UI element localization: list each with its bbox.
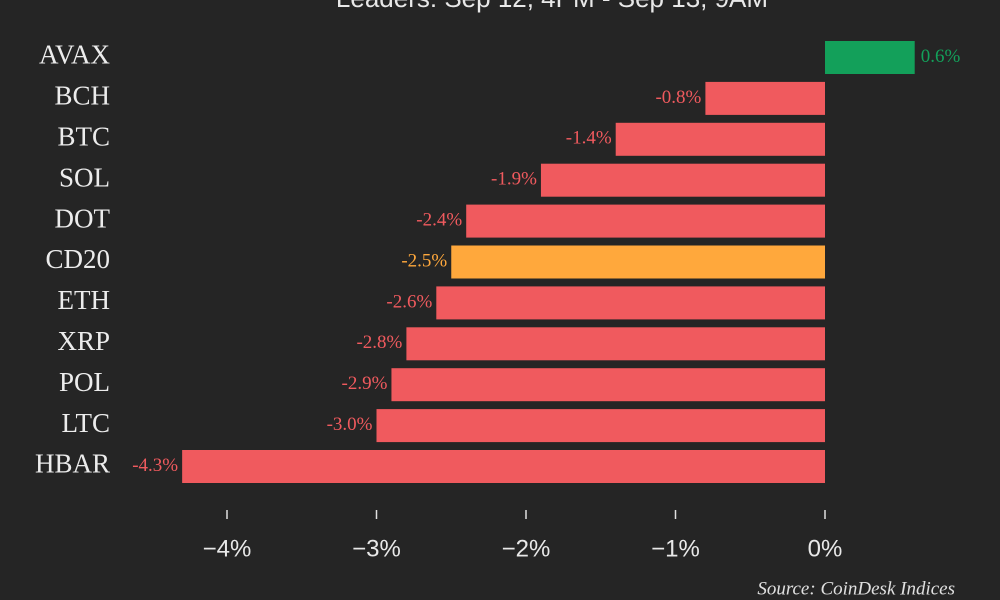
bar bbox=[451, 245, 825, 279]
bar bbox=[436, 286, 825, 320]
chart-title: Leaders: Sep 12, 4PM - Sep 13, 9AM bbox=[336, 0, 768, 13]
data-label: -2.4% bbox=[416, 209, 462, 230]
source-note: Source: CoinDesk Indices bbox=[757, 578, 955, 599]
data-label: -0.8% bbox=[655, 87, 701, 108]
data-label: -2.9% bbox=[342, 373, 388, 394]
x-tick-label: −1% bbox=[651, 535, 700, 562]
y-tick-label: BCH bbox=[54, 81, 110, 111]
bar bbox=[825, 41, 915, 74]
data-label: -2.8% bbox=[356, 332, 402, 353]
x-tick-label: −2% bbox=[502, 535, 551, 562]
y-tick-label: XRP bbox=[57, 326, 110, 356]
y-tick-label: BTC bbox=[57, 122, 110, 152]
y-tick-label: CD20 bbox=[45, 244, 110, 274]
data-label: -3.0% bbox=[327, 414, 373, 435]
y-tick-label: LTC bbox=[61, 408, 110, 438]
data-label: -1.4% bbox=[566, 128, 612, 149]
bar bbox=[540, 163, 825, 197]
y-tick-label: HBAR bbox=[35, 449, 110, 479]
y-tick-label: DOT bbox=[55, 203, 111, 233]
data-label: -1.9% bbox=[491, 169, 537, 190]
y-tick-label: ETH bbox=[58, 285, 110, 315]
bar bbox=[406, 327, 825, 361]
y-tick-label: AVAX bbox=[39, 40, 111, 70]
x-tick-label: −3% bbox=[352, 535, 401, 562]
bar bbox=[466, 204, 825, 238]
y-tick-label: POL bbox=[59, 367, 110, 397]
x-tick-label: −4% bbox=[203, 535, 252, 562]
bar bbox=[182, 450, 825, 483]
bar bbox=[615, 122, 825, 156]
bar bbox=[391, 368, 825, 402]
data-label: 0.6% bbox=[921, 46, 961, 67]
bar bbox=[376, 409, 825, 443]
bar bbox=[705, 81, 825, 115]
data-label: -2.6% bbox=[386, 291, 432, 312]
y-tick-label: SOL bbox=[59, 162, 110, 192]
x-tick-label: 0% bbox=[808, 535, 843, 562]
data-label: -4.3% bbox=[132, 455, 178, 476]
data-label: -2.5% bbox=[401, 250, 447, 271]
